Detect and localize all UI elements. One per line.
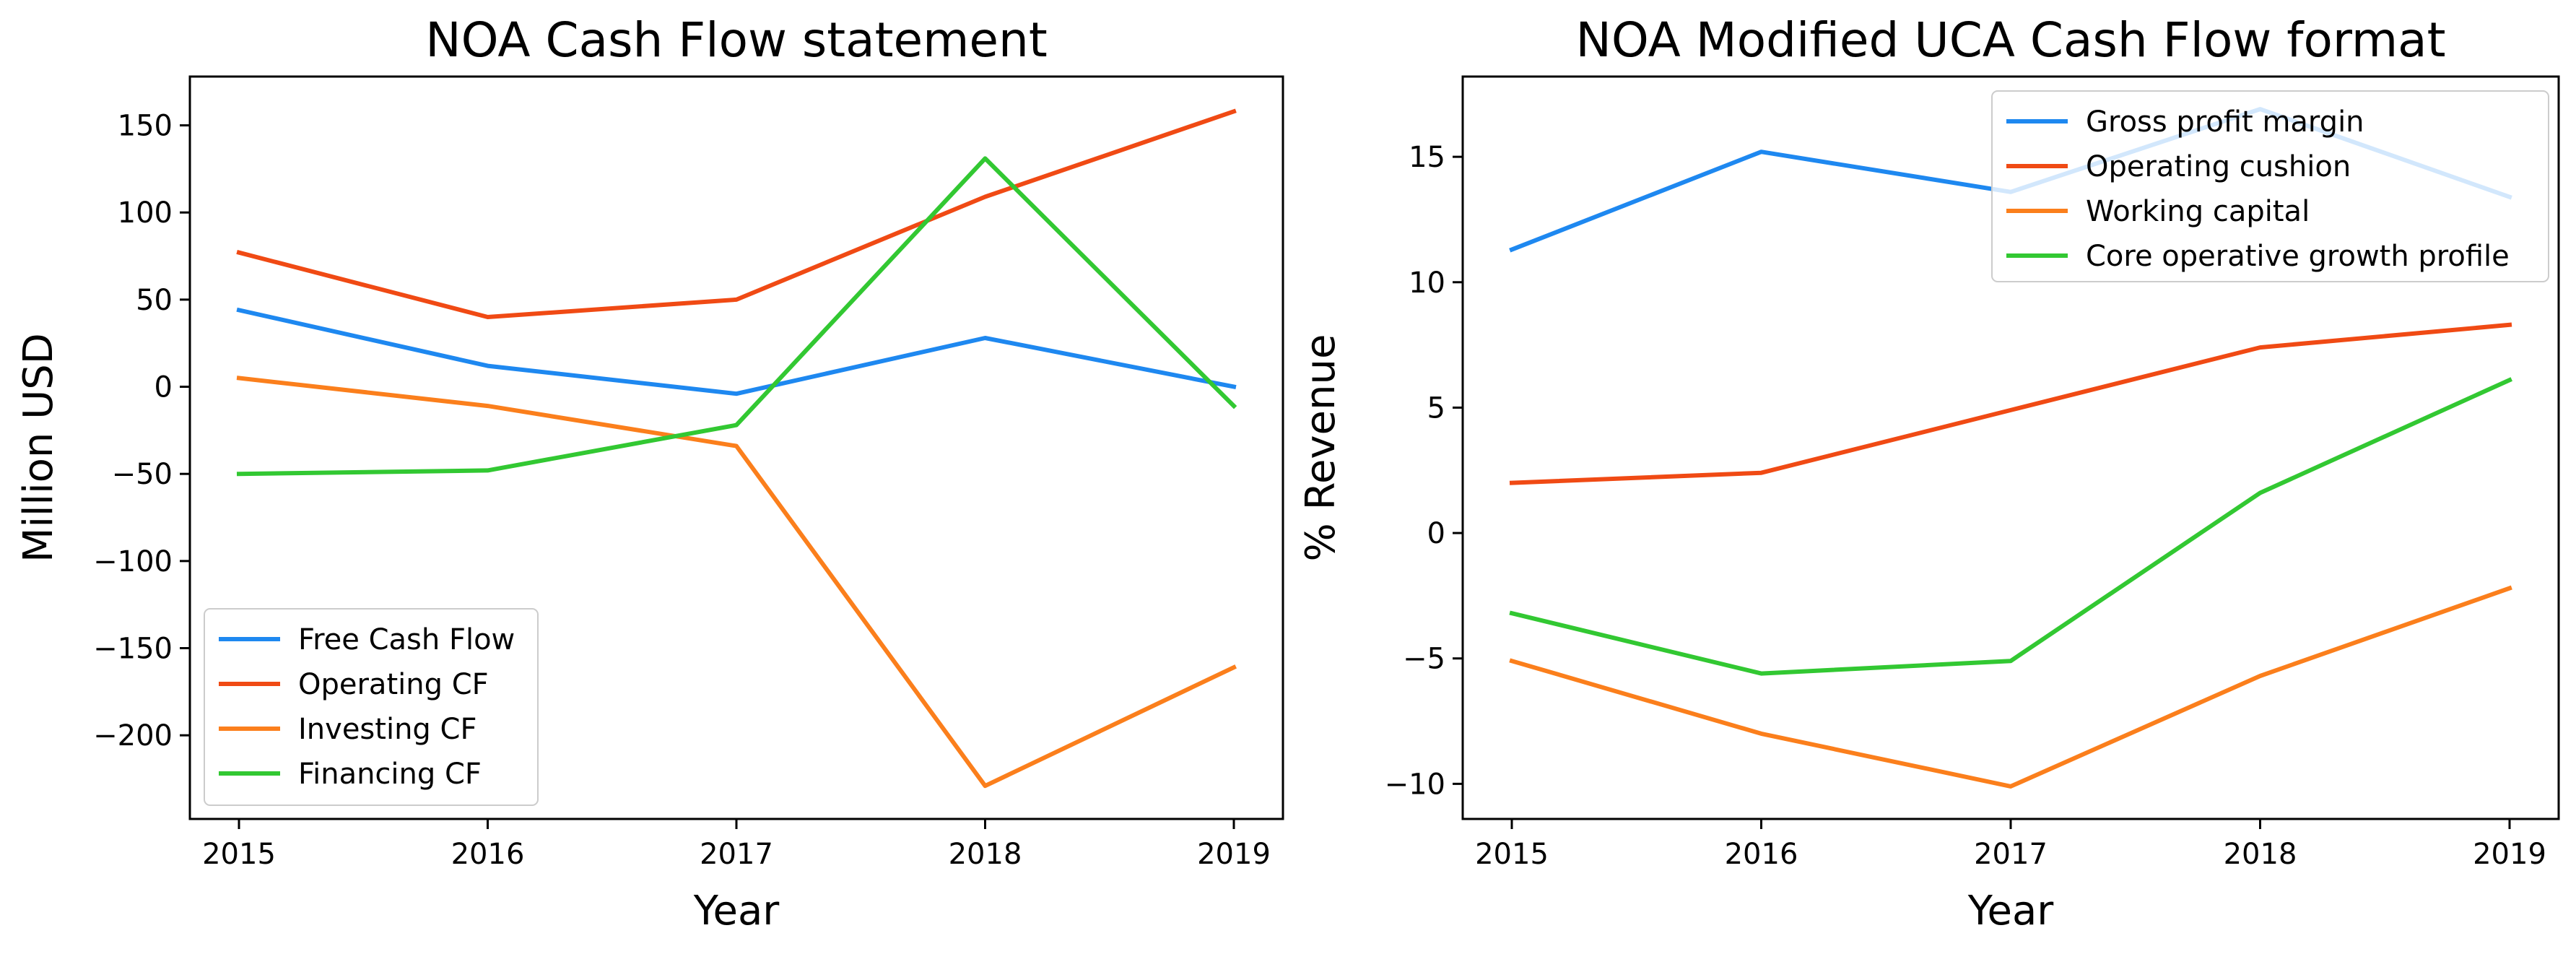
y-tick-label: 5 [1427, 391, 1445, 425]
legend-box [204, 608, 539, 806]
series-layer [236, 108, 1237, 789]
chart-modified-uca-cash-flow: NOA Modified UCA Cash Flow format Year %… [1297, 12, 2560, 935]
legend: Gross profit margin Operating cushion Work… [1991, 90, 2549, 282]
y-tick-label: −5 [1403, 643, 1445, 676]
chart-title: NOA Modified UCA Cash Flow format [1576, 12, 2446, 68]
legend-label: Core operative growth profile [2086, 240, 2510, 273]
legend-label: Operating cushion [2086, 150, 2351, 183]
legend-label: Financing CF [298, 758, 482, 791]
x-tick-label: 2019 [1197, 838, 1271, 871]
y-tick-label: 15 [1409, 141, 1445, 174]
series-line-3 [236, 156, 1237, 477]
y-tick-label: 0 [1427, 517, 1445, 550]
legend-label: Operating CF [298, 668, 489, 701]
x-axis-label: Year [1967, 888, 2055, 935]
y-axis-label: % Revenue [1297, 334, 1344, 562]
x-tick-label: 2015 [202, 838, 276, 871]
x-tick-label: 2017 [1974, 838, 2048, 871]
series-line-1 [236, 108, 1237, 319]
series-line-0 [236, 307, 1237, 396]
y-tick-label: −150 [93, 633, 173, 666]
y-tick-label: −200 [93, 719, 173, 753]
legend-label: Free Cash Flow [298, 623, 515, 656]
plot-frame [1461, 75, 2560, 820]
x-tick-label: 2019 [2473, 838, 2546, 871]
tick-layer: 150 100 50 0 −50 −100 −150 −200 2015 2016 2017 2018… [93, 110, 1271, 871]
series-line-1 [1509, 322, 2512, 485]
y-tick-label: 100 [118, 196, 173, 230]
x-tick-label: 2018 [949, 838, 1022, 871]
x-tick-label: 2015 [1475, 838, 1549, 871]
x-tick-label: 2016 [1725, 838, 1798, 871]
x-axis-label: Year [693, 888, 780, 935]
y-tick-label: 10 [1409, 266, 1445, 300]
legend-label: Investing CF [298, 713, 477, 746]
series-line-2 [1509, 585, 2512, 789]
series-line-3 [1509, 377, 2512, 676]
series-line-2 [236, 376, 1237, 789]
chart-title: NOA Cash Flow statement [425, 12, 1047, 68]
legend-label: Gross profit margin [2086, 105, 2364, 139]
tick-layer: 15 10 5 0 −5 −10 2015 2016 2017 2018 2019 [1385, 141, 2546, 871]
y-axis-label: Million USD [15, 333, 62, 563]
y-tick-label: −10 [1385, 768, 1445, 801]
chart-cash-flow-statement: NOA Cash Flow statement Year Million USD… [15, 12, 1284, 935]
legend-box [1991, 90, 2549, 282]
y-tick-label: −50 [112, 458, 173, 491]
x-tick-label: 2016 [451, 838, 525, 871]
plot-frame [188, 75, 1284, 820]
x-tick-label: 2018 [2224, 838, 2297, 871]
y-tick-label: 0 [155, 371, 173, 404]
y-tick-label: −100 [93, 545, 173, 578]
y-tick-label: 50 [136, 284, 173, 317]
legend: Free Cash Flow Operating CF Investing CF Fi… [204, 608, 539, 806]
y-tick-label: 150 [118, 110, 173, 143]
x-tick-label: 2017 [700, 838, 773, 871]
legend-label: Working capital [2086, 195, 2310, 228]
